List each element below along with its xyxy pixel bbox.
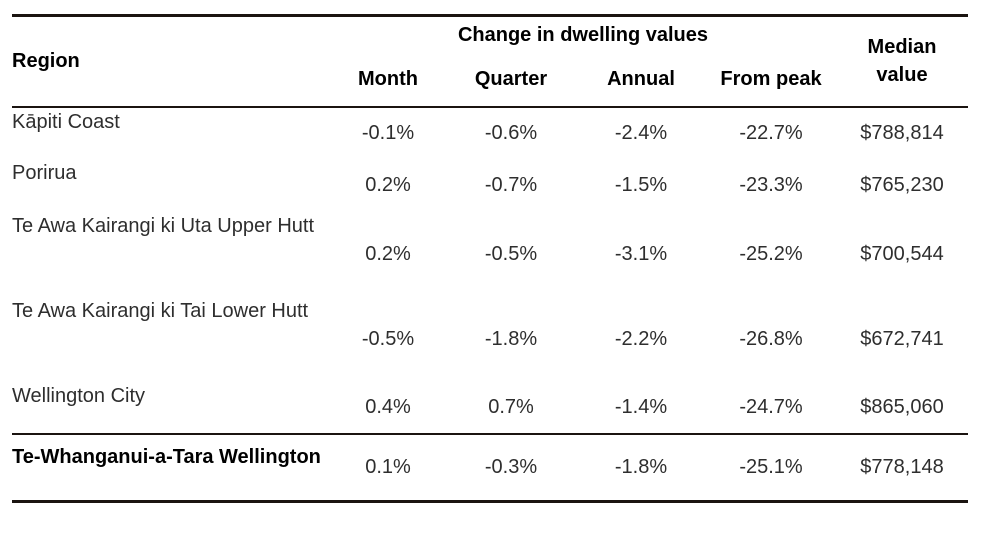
annual-cell: -1.5% xyxy=(614,173,668,196)
table-header: Region Change in dwelling values Median … xyxy=(12,16,968,107)
quarter-cell: -0.6% xyxy=(484,121,538,144)
region-cell: Porirua xyxy=(12,161,77,184)
median-header-line-1: Median xyxy=(867,36,937,59)
region-cell: Wellington City xyxy=(12,384,146,407)
median-value-cell: $778,148 xyxy=(860,455,944,478)
table-row-wellington-total: Te-Whanganui-a-Tara Wellington 0.1% -0.3… xyxy=(12,433,968,502)
dwelling-values-table: Region Change in dwelling values Median … xyxy=(12,14,968,503)
column-header-from-peak: From peak xyxy=(720,68,822,90)
quarter-cell: -1.8% xyxy=(484,327,538,350)
table-body: Kāpiti Coast -0.1% -0.6% -2.4% -22.7% $7… xyxy=(12,107,968,502)
median-value-cell: $865,060 xyxy=(860,395,944,418)
region-cell: Te Awa Kairangi ki Tai Lower Hutt xyxy=(12,299,309,322)
median-value-cell: $788,814 xyxy=(860,121,944,144)
table-row-wellington-city: Wellington City 0.4% 0.7% -1.4% -24.7% $… xyxy=(12,382,968,434)
quarter-cell: -0.5% xyxy=(484,242,538,265)
quarter-cell: -0.7% xyxy=(484,173,538,196)
month-cell: 0.2% xyxy=(365,242,411,265)
region-cell: Te-Whanganui-a-Tara Wellington xyxy=(12,445,321,468)
median-value-cell: $700,544 xyxy=(860,242,944,265)
from-peak-cell: -26.8% xyxy=(739,327,803,350)
table-row-upper-hutt: Te Awa Kairangi ki Uta Upper Hutt 0.2% -… xyxy=(12,212,968,297)
median-header-line-2: value xyxy=(876,64,928,87)
column-header-quarter: Quarter xyxy=(474,68,548,90)
column-header-annual: Annual xyxy=(607,68,675,90)
month-cell: 0.1% xyxy=(365,455,411,478)
from-peak-cell: -24.7% xyxy=(739,395,803,418)
median-value-cell: $672,741 xyxy=(860,327,944,350)
from-peak-cell: -25.2% xyxy=(739,242,803,265)
sub-header-row: Month Quarter Annual From peak xyxy=(12,54,968,107)
column-header-month: Month xyxy=(358,68,418,90)
annual-cell: -2.4% xyxy=(614,121,668,144)
group-header-change-in-dwelling-values: Change in dwelling values xyxy=(457,23,709,46)
table-row-porirua: Porirua 0.2% -0.7% -1.5% -23.3% $765,230 xyxy=(12,159,968,212)
month-cell: -0.1% xyxy=(361,121,415,144)
from-peak-cell: -23.3% xyxy=(739,173,803,196)
from-peak-cell: -22.7% xyxy=(739,121,803,144)
column-header-median-value: Median value xyxy=(836,16,968,107)
region-cell: Kāpiti Coast xyxy=(12,110,120,133)
region-cell: Te Awa Kairangi ki Uta Upper Hutt xyxy=(12,214,315,237)
table-row-lower-hutt: Te Awa Kairangi ki Tai Lower Hutt -0.5% … xyxy=(12,297,968,382)
quarter-cell: -0.3% xyxy=(484,455,538,478)
quarter-cell: 0.7% xyxy=(488,395,534,418)
month-cell: -0.5% xyxy=(361,327,415,350)
month-cell: 0.2% xyxy=(365,173,411,196)
annual-cell: -1.4% xyxy=(614,395,668,418)
median-value-cell: $765,230 xyxy=(860,173,944,196)
annual-cell: -3.1% xyxy=(614,242,668,265)
group-header-row: Region Change in dwelling values Median … xyxy=(12,16,968,87)
annual-cell: -2.2% xyxy=(614,327,668,350)
from-peak-cell: -25.1% xyxy=(739,455,803,478)
annual-cell: -1.8% xyxy=(614,455,668,478)
column-header-region: Region xyxy=(12,49,80,72)
table-row-kapiti-coast: Kāpiti Coast -0.1% -0.6% -2.4% -22.7% $7… xyxy=(12,107,968,159)
month-cell: 0.4% xyxy=(365,395,411,418)
